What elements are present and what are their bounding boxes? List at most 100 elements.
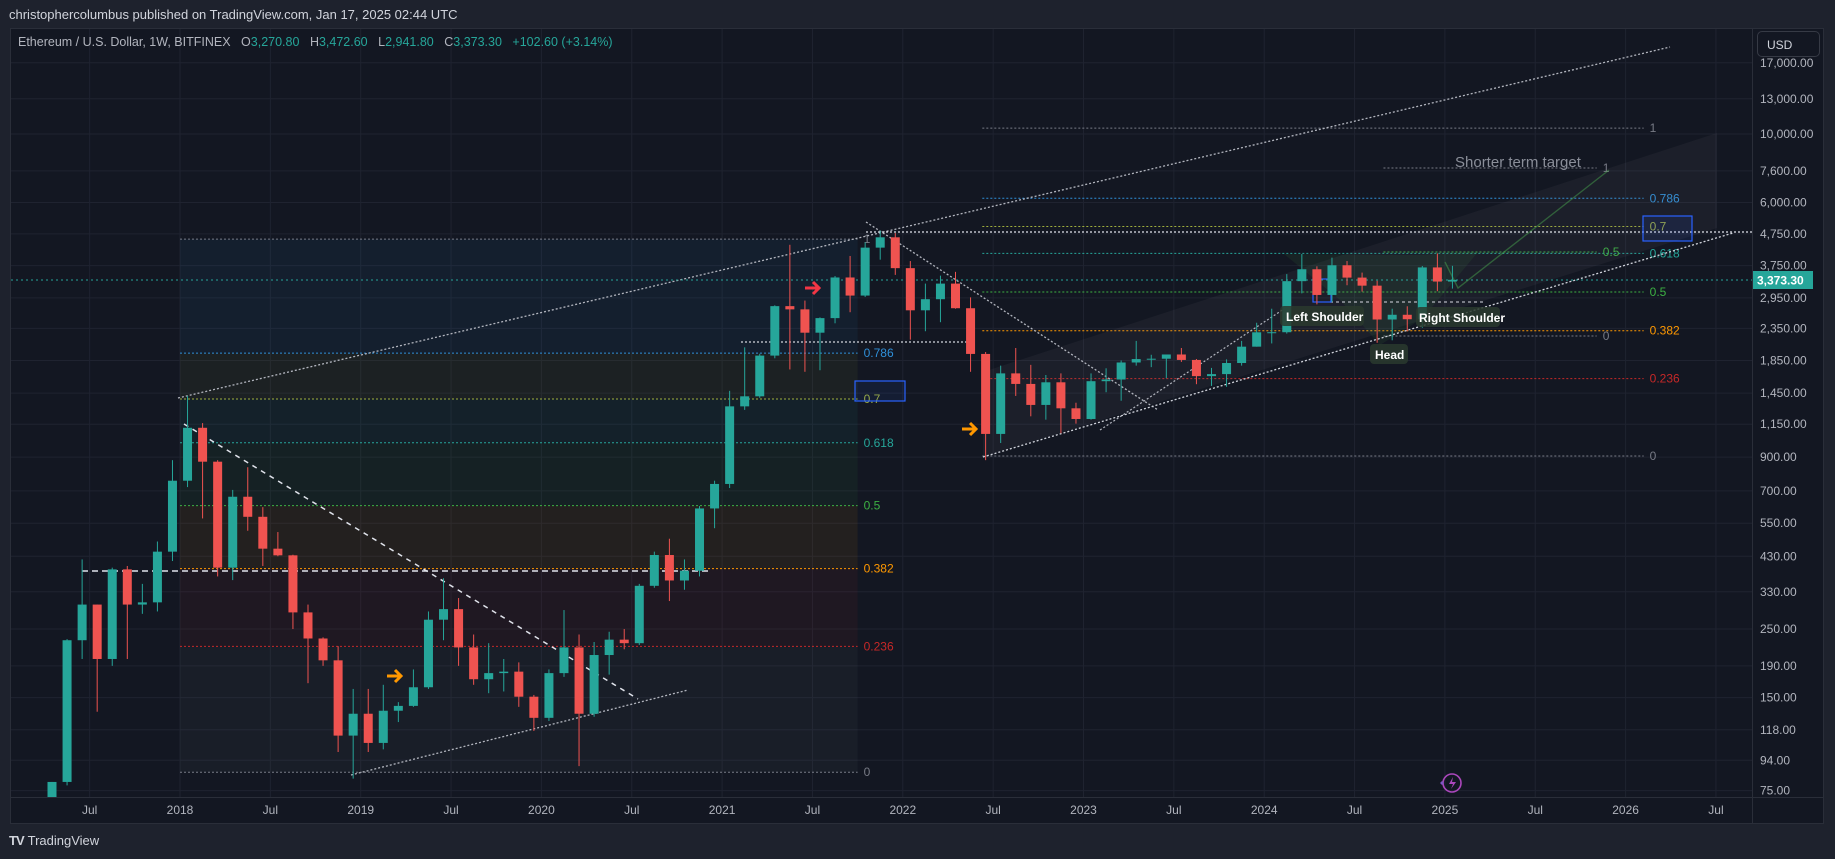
- candle-body: [966, 308, 976, 354]
- candle-body: [770, 306, 780, 356]
- candle: [318, 637, 328, 666]
- candle-body: [800, 309, 810, 333]
- right-shoulder-label: Right Shoulder: [1419, 311, 1505, 325]
- shorter-term-target-label[interactable]: Shorter term target: [1455, 154, 1582, 171]
- candle: [905, 261, 915, 340]
- time-tick-label: Jul: [82, 803, 97, 817]
- fib-box-right-0-7[interactable]: [1642, 215, 1693, 242]
- candle-body: [1056, 382, 1066, 409]
- fib-level-label: 0.382: [864, 562, 894, 576]
- change-value: +102.60 (+3.14%): [512, 35, 613, 49]
- candle: [1252, 322, 1262, 347]
- candle-body: [815, 318, 825, 333]
- candle: [378, 684, 388, 750]
- fib-level-label: 0: [864, 765, 871, 779]
- left-shoulder-tag[interactable]: Left Shoulder: [1280, 306, 1364, 326]
- channel-upper-line[interactable]: [177, 46, 1671, 399]
- candle: [454, 598, 464, 666]
- candle-body: [122, 569, 132, 605]
- candle: [198, 423, 208, 519]
- currency-button[interactable]: USD: [1757, 31, 1820, 57]
- fib-level-label: 0.786: [1650, 191, 1680, 205]
- candle-body: [845, 277, 855, 296]
- candle-body: [198, 427, 208, 462]
- price-tick-label: 118.00: [1760, 723, 1796, 737]
- fib-level-label: 0.786: [864, 346, 894, 360]
- candle-body: [423, 619, 433, 688]
- candle: [1372, 280, 1382, 343]
- fib-level-label: 0.5: [1650, 285, 1667, 299]
- price-tick-label: 190.00: [1760, 659, 1797, 673]
- candle: [544, 669, 554, 721]
- open-key: O: [241, 35, 251, 49]
- candle: [1116, 360, 1126, 401]
- price-tick-label: 10,000.00: [1760, 127, 1814, 141]
- candle: [303, 604, 313, 684]
- fib-short-term[interactable]: 10.50: [1383, 161, 1620, 343]
- fib-level-label: 1: [864, 232, 871, 246]
- candle: [333, 646, 343, 752]
- fib-zone: [180, 442, 858, 506]
- fib-box-left-0-7[interactable]: [854, 380, 906, 402]
- candle: [740, 347, 750, 410]
- candle-body: [920, 299, 930, 311]
- price-tick-label: 94.00: [1760, 753, 1790, 767]
- candle-body: [755, 355, 765, 397]
- candle-body: [1267, 332, 1277, 334]
- candle-body: [363, 713, 373, 743]
- high-key: H: [309, 35, 319, 49]
- candle: [439, 578, 449, 641]
- current-price-badge: 3,373.30: [1753, 271, 1813, 289]
- head-label: Head: [1375, 348, 1404, 362]
- fib-2022-2026[interactable]: 1 0.786 0.7 0.618 0.5 0.382 0.236 0: [982, 121, 1680, 463]
- candle-body: [664, 555, 674, 581]
- projection-path[interactable]: [1444, 169, 1610, 290]
- lightning-icon[interactable]: [1440, 773, 1462, 793]
- candle: [589, 641, 599, 717]
- candle: [755, 353, 765, 398]
- time-tick-label: Jul: [443, 803, 458, 817]
- candle: [1041, 374, 1051, 420]
- candle-body: [679, 570, 689, 581]
- candle: [62, 639, 72, 786]
- candle: [860, 242, 870, 297]
- candle: [875, 230, 885, 260]
- fib-zone: [180, 568, 858, 647]
- candle: [258, 507, 268, 566]
- candle: [604, 631, 614, 675]
- red-arrow-icon: [805, 280, 822, 296]
- candle-body: [107, 569, 117, 659]
- time-tick-label: Jul: [624, 803, 639, 817]
- wedge-lower-line[interactable]: [982, 232, 1734, 458]
- candle: [152, 541, 162, 612]
- candle-body: [725, 406, 735, 484]
- channel-lower-line[interactable]: [350, 689, 689, 776]
- downtrend-line-2021[interactable]: [865, 221, 1159, 411]
- time-axis[interactable]: Jul 2018 Jul 2019 Jul 2020 Jul 2021 Jul 2022 Jul 20…: [82, 803, 1724, 817]
- candle: [273, 532, 283, 557]
- chart-panel[interactable]: [10, 28, 1824, 824]
- orange-arrow-icon: [962, 421, 979, 437]
- fib-level-label: 0: [1650, 449, 1657, 463]
- candle: [559, 610, 569, 677]
- candle: [243, 467, 253, 531]
- symbol-legend[interactable]: Ethereum / U.S. Dollar, 1W, BITFINEX O3,…: [18, 35, 613, 49]
- candle-body: [439, 609, 449, 620]
- candle-body: [243, 496, 253, 517]
- price-tick-label: 1,150.00: [1760, 417, 1807, 431]
- candle: [785, 244, 795, 370]
- candle-body: [1176, 354, 1186, 360]
- candle-body: [1206, 374, 1216, 377]
- candle-body: [288, 555, 298, 613]
- tradingview-logo[interactable]: TV TradingView: [9, 833, 99, 848]
- price-tick-label: 3,750.00: [1760, 259, 1807, 273]
- candle-body: [258, 516, 268, 549]
- candle-body: [318, 638, 328, 661]
- tradingview-logo-icon: TV: [9, 833, 25, 848]
- price-axis[interactable]: 17,000.00 13,000.00 10,000.00 7,600.00 6,000…: [1760, 56, 1814, 798]
- candle-body: [378, 710, 388, 743]
- head-tag[interactable]: Head: [1370, 344, 1408, 364]
- close-key: C: [444, 35, 454, 49]
- right-shoulder-tag[interactable]: Right Shoulder: [1416, 307, 1505, 327]
